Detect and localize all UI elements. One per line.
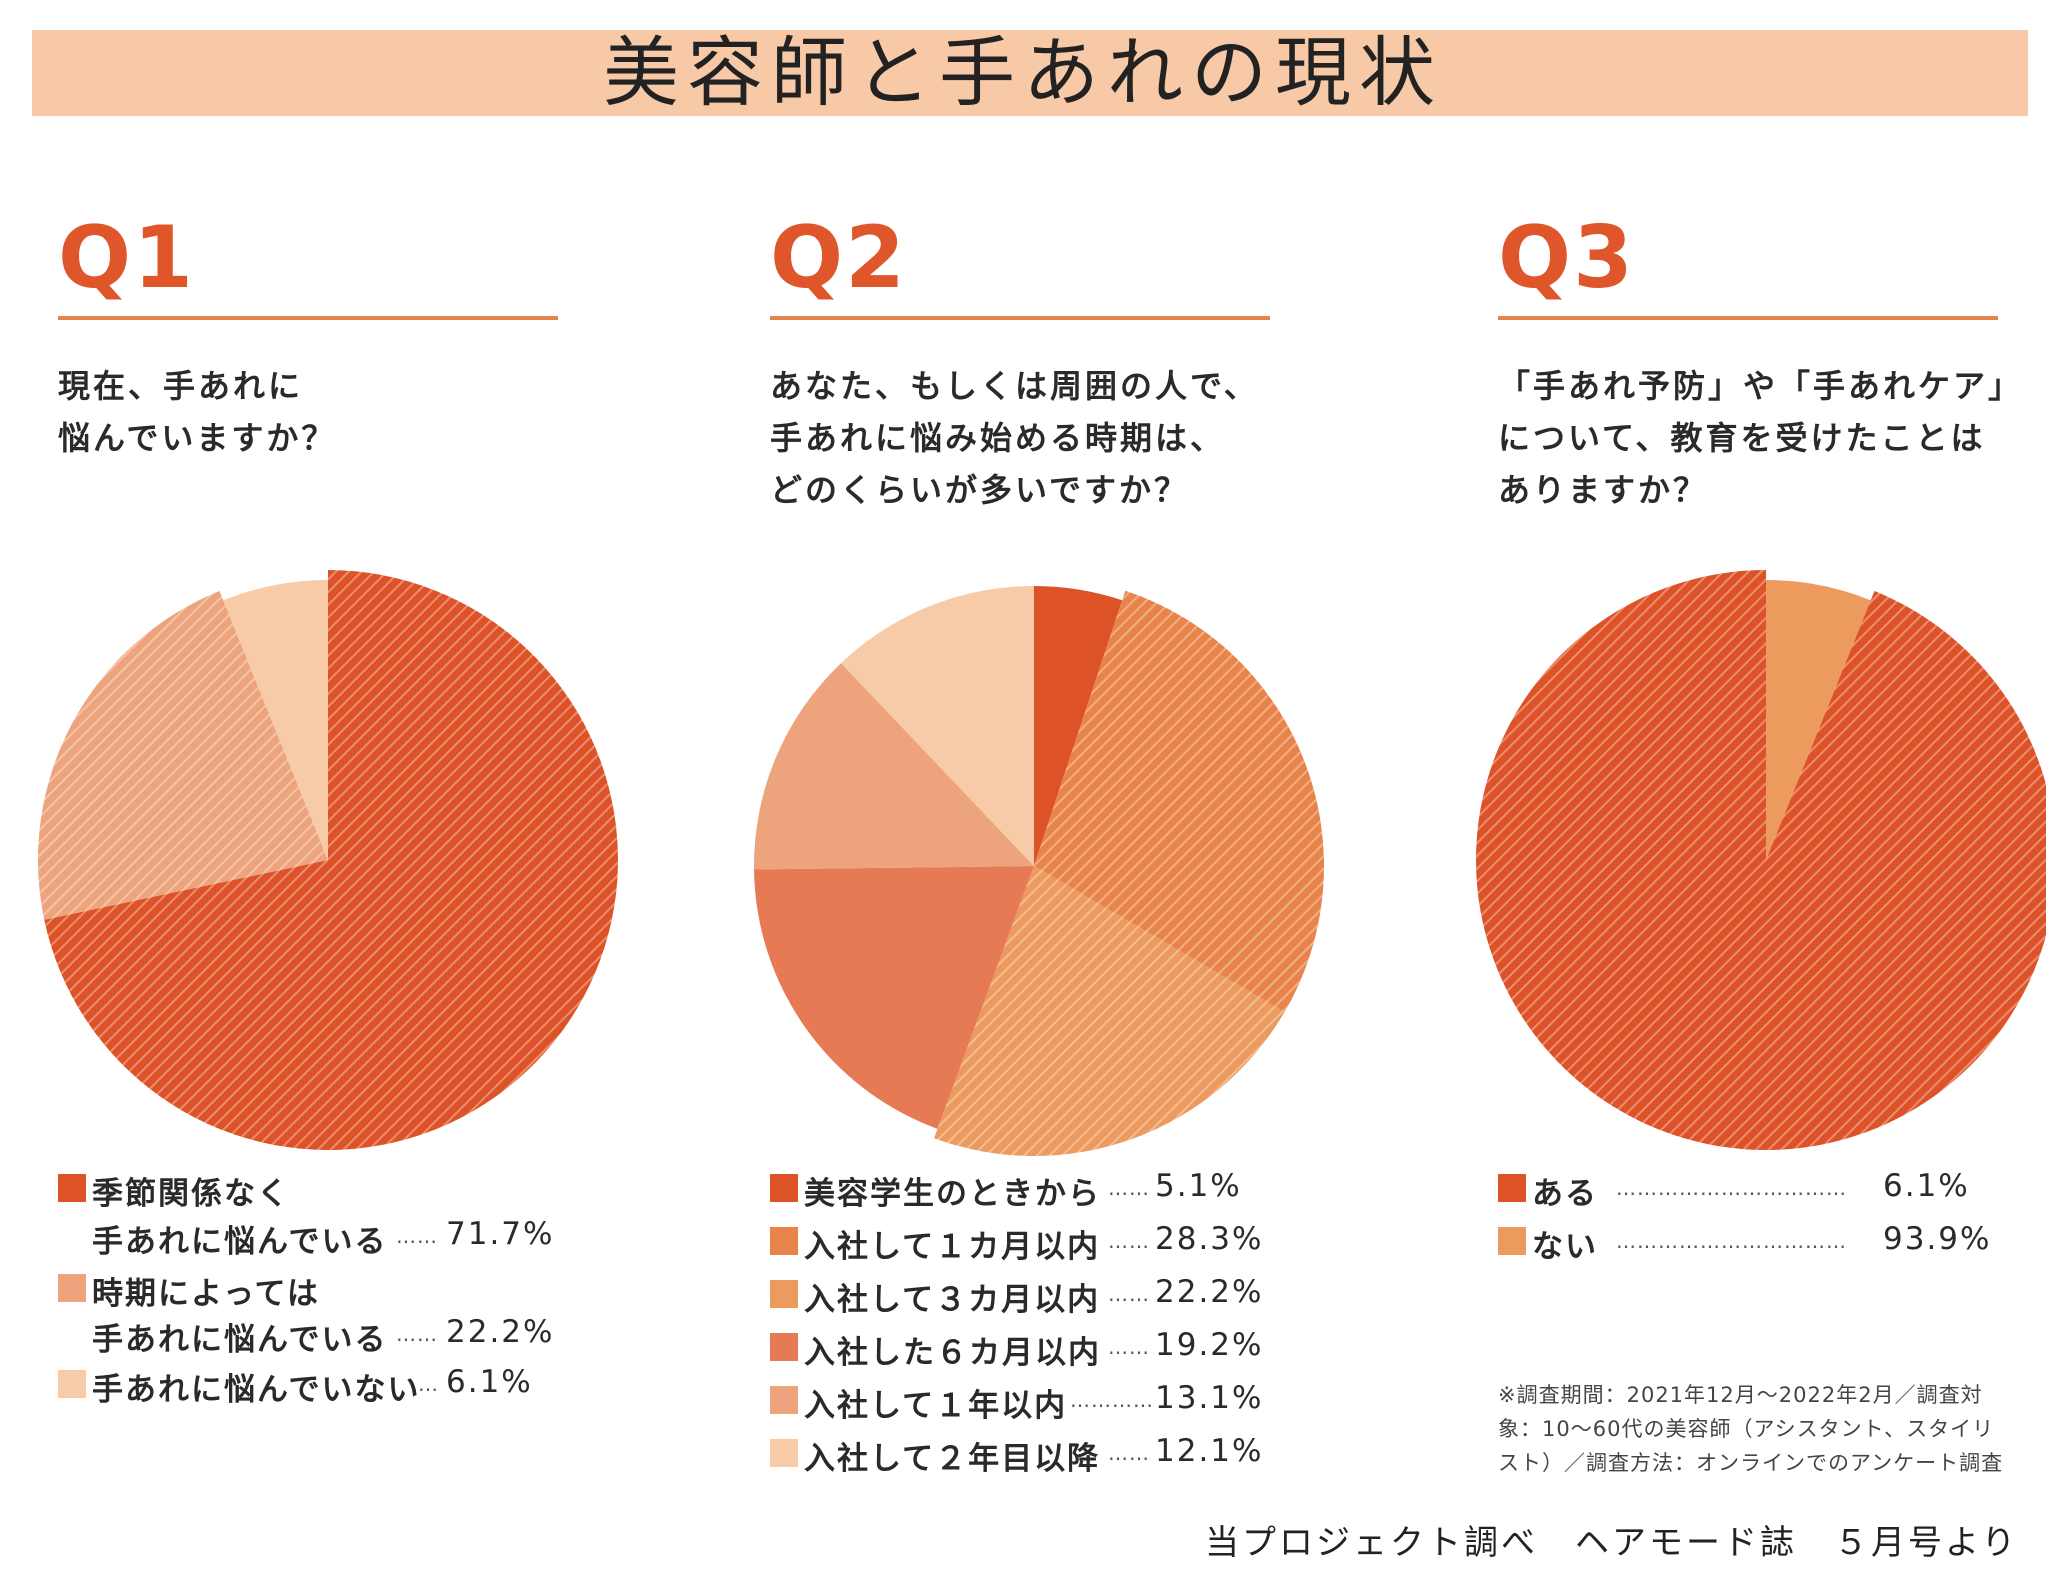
q3-pie-chart bbox=[1476, 570, 2046, 1150]
q1-legend-value: 22.2% bbox=[446, 1314, 555, 1350]
q2-legend-dots: …… bbox=[1108, 1282, 1150, 1306]
q2-legend-swatch bbox=[770, 1174, 798, 1202]
pie-slice bbox=[44, 570, 618, 1150]
q2-legend-value: 12.1% bbox=[1155, 1433, 1264, 1469]
q1-question: 現在、手あれに 悩んでいますか？ bbox=[58, 367, 337, 457]
q1-legend-label: 手あれに悩んでいない bbox=[92, 1372, 421, 1408]
q3-divider bbox=[1498, 316, 1998, 320]
title-banner bbox=[32, 30, 2028, 116]
q2-legend-swatch bbox=[770, 1333, 798, 1361]
q3-legend-dots: …………………………… bbox=[1616, 1229, 1847, 1253]
q1-legend-label: 手あれに悩んでいる bbox=[92, 1322, 388, 1358]
pie-slice bbox=[223, 580, 328, 860]
q2-legend-value: 19.2% bbox=[1155, 1327, 1264, 1363]
q2-legend-dots: ………… bbox=[1070, 1388, 1154, 1412]
q2-legend-label: 入社した６カ月以内 bbox=[804, 1335, 1101, 1371]
pie-slice bbox=[1476, 570, 2046, 1150]
q2-legend-value: 22.2% bbox=[1155, 1274, 1264, 1310]
q2-pie-chart bbox=[754, 586, 1324, 1156]
pie-slice bbox=[754, 866, 1034, 1129]
q2-legend-swatch bbox=[770, 1439, 798, 1467]
page-title: 美容師と手あれの現状 bbox=[603, 28, 1443, 117]
q1-legend-swatch bbox=[58, 1370, 86, 1398]
q3-legend-value: 6.1% bbox=[1883, 1168, 1970, 1204]
q1-legend-value: 6.1% bbox=[446, 1364, 533, 1400]
q1-legend-label: 手あれに悩んでいる bbox=[92, 1224, 388, 1260]
q3-panel: Q3 「手あれ予防」や「手あれケア」 について、教育を受けたことは ありますか？… bbox=[1476, 0, 2046, 1500]
q1-legend-dots: …… bbox=[396, 1224, 438, 1248]
q2-divider bbox=[770, 316, 1270, 320]
q2-legend-value: 13.1% bbox=[1155, 1380, 1264, 1416]
q1-label: Q1 bbox=[58, 208, 195, 308]
q2-legend-swatch bbox=[770, 1227, 798, 1255]
q2-legend-label: 入社して２年目以降 bbox=[804, 1441, 1101, 1477]
q3-legend-value: 93.9% bbox=[1883, 1221, 1992, 1257]
q2-legend-value: 28.3% bbox=[1155, 1221, 1264, 1257]
q2-legend-swatch bbox=[770, 1280, 798, 1308]
q2-legend-label: 入社して３カ月以内 bbox=[804, 1282, 1101, 1318]
q2-question: あなた、もしくは周囲の人で、 手あれに悩み始める時期は、 どのくらいが多いですか… bbox=[770, 367, 1259, 509]
q2-legend-dots: …… bbox=[1108, 1441, 1150, 1465]
q2-legend-label: 美容学生のときから bbox=[804, 1176, 1101, 1212]
pie-slice bbox=[754, 663, 1034, 870]
q1-legend-swatch bbox=[58, 1174, 86, 1202]
q1-legend-dots: …… bbox=[396, 1322, 438, 1346]
pie-slice bbox=[934, 866, 1285, 1156]
q2-legend-value: 5.1% bbox=[1155, 1168, 1242, 1204]
source-credit: 当プロジェクト調べ ヘアモード誌 ５月号より bbox=[1205, 1523, 2019, 1563]
survey-note: ※調査期間：2021年12月〜2022年2月／調査対象：10〜60代の美容師（ア… bbox=[1498, 1383, 2004, 1475]
q2-legend-swatch bbox=[770, 1386, 798, 1414]
q2-legend-dots: …… bbox=[1108, 1229, 1150, 1253]
q1-legend-dots: … bbox=[418, 1372, 439, 1396]
q1-legend-value: 71.7% bbox=[446, 1216, 555, 1252]
q1-legend-label: 時期によっては bbox=[92, 1276, 320, 1312]
q3-legend-swatch bbox=[1498, 1227, 1526, 1255]
q2-legend-label: 入社して１年以内 bbox=[804, 1388, 1068, 1424]
q3-label: Q3 bbox=[1498, 208, 1635, 308]
pie-slice bbox=[1766, 580, 1871, 860]
q2-legend-dots: …… bbox=[1108, 1335, 1150, 1359]
pie-slice bbox=[38, 591, 328, 920]
q2-panel: Q2 あなた、もしくは周囲の人で、 手あれに悩み始める時期は、 どのくらいが多い… bbox=[754, 0, 1370, 1500]
pie-slice bbox=[1034, 586, 1123, 866]
q1-divider bbox=[58, 316, 558, 320]
q1-panel: Q1 現在、手あれに 悩んでいますか？ 季節関係なく 手あれに悩んでいる …… … bbox=[38, 0, 658, 1500]
q3-legend-swatch bbox=[1498, 1174, 1526, 1202]
q1-legend-swatch bbox=[58, 1274, 86, 1302]
q3-legend-dots: …………………………… bbox=[1616, 1176, 1847, 1200]
pie-slice bbox=[841, 586, 1034, 866]
q2-legend-label: 入社して１カ月以内 bbox=[804, 1229, 1101, 1265]
q1-legend-label: 季節関係なく bbox=[92, 1176, 290, 1212]
q3-legend-label: ある bbox=[1532, 1176, 1598, 1212]
q1-pie-chart bbox=[38, 570, 618, 1150]
q3-question: 「手あれ予防」や「手あれケア」 について、教育を受けたことは ありますか？ bbox=[1498, 367, 2024, 509]
q2-label: Q2 bbox=[770, 208, 907, 308]
q3-legend-label: ない bbox=[1532, 1229, 1598, 1265]
pie-slice bbox=[1034, 590, 1324, 1013]
q2-legend-dots: …… bbox=[1108, 1176, 1150, 1200]
